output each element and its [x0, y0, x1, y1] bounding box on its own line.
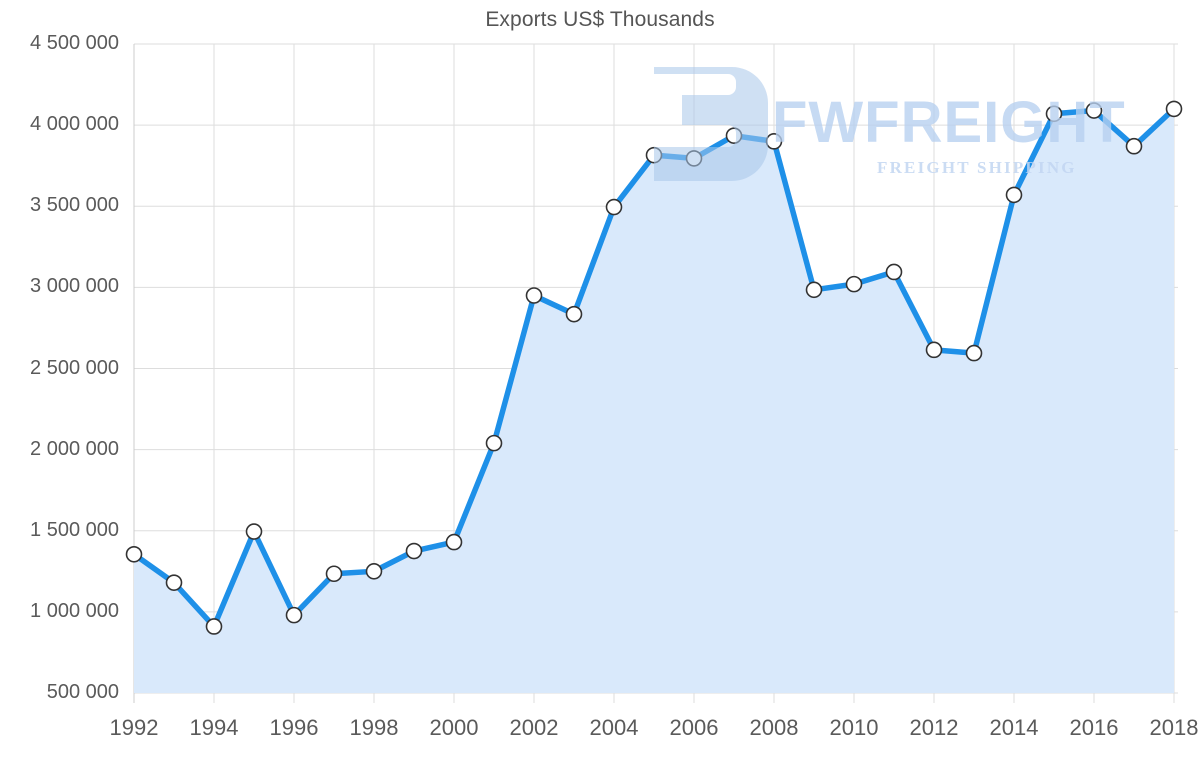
data-point-marker[interactable]: [325, 565, 343, 583]
x-axis-tick-label: 2012: [909, 715, 959, 740]
data-point-marker[interactable]: [245, 523, 263, 540]
y-axis-tick-label: 500 000: [46, 681, 119, 703]
x-axis-tick-label: 2004: [589, 715, 639, 740]
y-axis-tick-label: 1 500 000: [30, 518, 119, 541]
data-point-marker[interactable]: [925, 341, 943, 359]
x-axis-tick-label: 2018: [1149, 715, 1199, 740]
data-point-marker[interactable]: [205, 618, 223, 635]
data-point-marker[interactable]: [165, 574, 183, 591]
x-axis-tick-label: 2014: [989, 715, 1039, 740]
x-axis-tick-label: 2010: [829, 715, 879, 740]
x-axis-tick-label: 2016: [1069, 715, 1119, 740]
data-point-marker[interactable]: [485, 434, 503, 452]
chart-title: Exports US$ Thousands: [485, 8, 715, 31]
data-point-marker[interactable]: [525, 287, 543, 304]
data-point-marker[interactable]: [1085, 102, 1103, 119]
x-axis-tick-label: 2002: [509, 715, 559, 740]
x-axis-tick-label: 1998: [349, 715, 399, 740]
y-axis-tick-label: 4 000 000: [30, 113, 119, 136]
data-point-marker[interactable]: [405, 542, 423, 560]
data-point-marker[interactable]: [805, 281, 823, 299]
data-point-marker[interactable]: [125, 545, 143, 563]
data-point-marker[interactable]: [565, 305, 583, 323]
x-axis-tick-label: 2000: [429, 715, 479, 740]
area-fill: [134, 108, 1174, 693]
data-point-marker[interactable]: [1005, 186, 1023, 204]
y-axis-tick-label: 2 000 000: [30, 437, 119, 460]
data-point-marker[interactable]: [285, 606, 303, 624]
x-axis-tick-label: 2006: [669, 715, 719, 740]
x-axis-tick-label: 1994: [189, 715, 239, 740]
y-axis-tick-label: 1 000 000: [30, 599, 119, 622]
y-axis-tick-label: 3 500 000: [30, 194, 119, 217]
x-axis-tick-label: 1996: [269, 715, 319, 740]
data-point-marker[interactable]: [885, 263, 903, 281]
y-axis-tick-label: 2 500 000: [30, 356, 119, 379]
data-point-marker[interactable]: [365, 563, 383, 580]
data-point-marker[interactable]: [1125, 137, 1143, 155]
data-point-marker[interactable]: [1045, 105, 1063, 123]
y-axis-tick-label: 4 500 000: [30, 32, 119, 54]
y-axis-tick-label: 3 000 000: [30, 275, 119, 298]
data-point-marker[interactable]: [605, 198, 623, 216]
data-point-marker[interactable]: [845, 275, 863, 293]
x-axis-tick-label: 2008: [749, 715, 799, 740]
data-point-marker[interactable]: [445, 533, 463, 551]
data-point-marker[interactable]: [1165, 100, 1183, 118]
area-fill-path: [134, 108, 1174, 693]
x-axis-tick-label: 1992: [109, 715, 159, 740]
y-axis-tick-labels: 500 000 1 000 000 1 500 000 2 000 000 2 500 …: [0, 0, 119, 763]
data-point-marker[interactable]: [965, 344, 983, 362]
